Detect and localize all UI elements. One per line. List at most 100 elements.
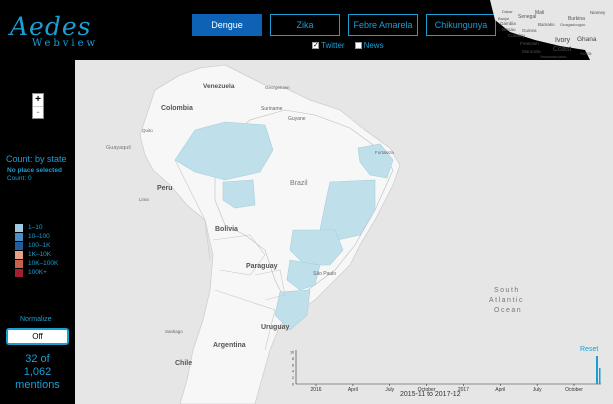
legend-swatch	[15, 223, 23, 232]
news-label: News	[363, 41, 384, 50]
timeline-y-tick-label: 6	[292, 363, 294, 367]
africa-landmass-lower	[510, 60, 613, 105]
count-title: Count: by state	[6, 154, 67, 164]
map-label-ghana: Ghana	[577, 36, 597, 43]
zoom-control: + -	[32, 93, 44, 119]
timeline-x-tick-label: April	[348, 387, 358, 392]
timeline-x-tick-label: April	[495, 387, 505, 392]
twitter-checkbox[interactable]: ✓	[312, 42, 319, 49]
map-label-georgetown: Georgetown	[265, 85, 290, 90]
timeline-y-tick-label: 8	[292, 357, 294, 361]
state-bahia[interactable]	[319, 179, 376, 241]
map-label-colombia: Colombia	[161, 105, 193, 112]
legend-label: 1K–10K	[28, 251, 52, 258]
legend-item: 1K–10K	[15, 250, 58, 259]
legend-label: 100K+	[28, 269, 47, 276]
map-label-gambia: Gambia	[500, 21, 516, 26]
mentions-count: 32 of 1,062 mentions	[0, 353, 75, 392]
legend-swatch	[15, 259, 23, 268]
map-label-dakar: Dakar	[502, 9, 513, 14]
legend-label: 1–10	[28, 224, 43, 231]
legend-item: 1–10	[15, 223, 58, 232]
legend-item: 100K+	[15, 268, 58, 277]
news-checkbox[interactable]	[354, 42, 362, 49]
timeline-x-tick-label: October	[418, 387, 436, 392]
mentions-line-3: mentions	[15, 379, 60, 391]
map-label-guinea: Guinea	[522, 28, 537, 33]
color-legend: 1–10 10–100 100–1K 1K–10K 10K–100K 100K+	[15, 223, 58, 277]
map-label-argentina: Argentina	[213, 342, 246, 349]
tab-febre-amarela[interactable]: Febre Amarela	[348, 14, 418, 36]
timeline-x-tick-label: 2017	[458, 387, 469, 392]
map-label-yamoussoukro: Yamoussoukro	[540, 54, 567, 59]
state-amazonas[interactable]	[174, 121, 274, 181]
map-label-banjul: Banjul	[498, 16, 509, 21]
logo-subtitle: Webview	[32, 38, 99, 49]
news-filter[interactable]: News	[354, 41, 384, 50]
map-label-santiago: Santiago	[165, 329, 183, 334]
timeline-reset-link[interactable]: Reset	[580, 346, 599, 353]
timeline-svg[interactable]: 10 8 6 4 2 0 2016 April July October 2017 April Jul…	[278, 346, 613, 393]
border-bolivia	[212, 234, 266, 276]
zoom-out-button[interactable]: -	[33, 106, 43, 118]
map-label-bolivia: Bolivia	[215, 226, 238, 233]
map-label-freetown: Freetown	[520, 41, 539, 46]
timeline-x-tick-label: July	[533, 387, 542, 392]
map-label-niamey: Niamey	[590, 10, 606, 15]
tab-zika[interactable]: Zika	[270, 14, 340, 36]
state-minas-gerais[interactable]	[289, 229, 344, 266]
map-label-coast: Coast	[553, 46, 571, 53]
legend-item: 10–100	[15, 232, 58, 241]
state-rondonia[interactable]	[222, 179, 256, 209]
timeline-y-tick-label: 4	[292, 370, 294, 374]
timeline-chart[interactable]: 10 8 6 4 2 0 2016 April July October 2017 April Jul…	[278, 346, 613, 404]
map-label-bissau: Bissau	[502, 27, 516, 32]
map-label-paraguay: Paraguay	[246, 263, 278, 270]
count-text: Count: 0	[7, 175, 32, 182]
timeline-spike-bar	[599, 368, 601, 384]
state-rio-grande-do-sul[interactable]	[274, 289, 311, 331]
legend-swatch	[15, 241, 23, 250]
map-label-guayaquil: Guayaquil	[106, 145, 131, 151]
tab-dengue[interactable]: Dengue	[192, 14, 262, 36]
map-label-fortaleza: Fortaleza	[375, 150, 394, 155]
twitter-filter[interactable]: ✓ Twitter	[312, 41, 345, 50]
state-ceara[interactable]	[357, 143, 394, 179]
timeline-y-tick-label: 10	[290, 351, 294, 355]
legend-swatch	[15, 268, 23, 277]
sidebar: + - Count: by state No place selected Co…	[0, 60, 75, 404]
timeline-x-tick-label: 2016	[310, 387, 321, 392]
map-label-chile: Chile	[175, 360, 192, 367]
tab-chikungunya[interactable]: Chikungunya	[426, 14, 496, 36]
timeline-x-tick-label: October	[565, 387, 583, 392]
legend-label: 10–100	[28, 233, 50, 240]
map-label-monrovia: Monrovia	[522, 49, 541, 54]
disease-tabs: Dengue Zika Febre Amarela Chikungunya	[192, 14, 496, 36]
legend-label: 100–1K	[28, 242, 51, 249]
map-label-lima: Lima	[139, 197, 149, 202]
source-filters: ✓ Twitter News	[312, 41, 384, 50]
africa-map-strip: Senegal Mali Gambia Bissau Guinea Conakr…	[490, 0, 613, 60]
south-america-map[interactable]: Venezuela Georgetown Suriname Guyane Col…	[75, 60, 613, 404]
border-argentina	[214, 289, 276, 351]
state-sao-paulo[interactable]	[286, 259, 321, 291]
border-peru	[174, 159, 211, 261]
timeline-x-tick-label: July	[385, 387, 394, 392]
map-label-mali: Mali	[535, 10, 544, 16]
legend-item: 100–1K	[15, 241, 58, 250]
map-label-conakry: Conakry	[508, 33, 526, 38]
map-label-sao-paulo: São Paulo	[313, 271, 336, 277]
legend-swatch	[15, 232, 23, 241]
map-label-suriname: Suriname	[261, 106, 283, 112]
map-view[interactable]: Venezuela Georgetown Suriname Guyane Col…	[75, 60, 613, 404]
normalize-label: Normalize	[20, 316, 52, 323]
timeline-spike-bar	[596, 356, 598, 384]
legend-swatch	[15, 250, 23, 259]
logo: Aedes Webview	[10, 14, 95, 49]
mentions-line-2: 1,062	[23, 366, 52, 378]
map-label-guyane: Guyane	[288, 116, 306, 122]
twitter-label: Twitter	[321, 41, 345, 50]
zoom-in-button[interactable]: +	[35, 94, 41, 105]
normalize-toggle[interactable]: Off	[6, 328, 69, 345]
